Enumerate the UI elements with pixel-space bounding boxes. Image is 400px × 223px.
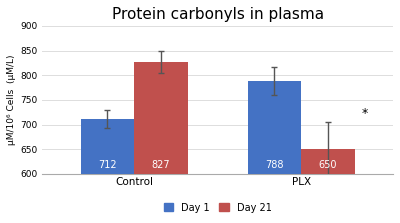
Title: Protein carbonyls in plasma: Protein carbonyls in plasma [112, 7, 324, 22]
Text: 650: 650 [319, 160, 337, 170]
Text: 827: 827 [152, 160, 170, 170]
Text: 712: 712 [98, 160, 117, 170]
Legend: Day 1, Day 21: Day 1, Day 21 [160, 199, 276, 217]
Bar [81, 119, 134, 174]
Bar [248, 81, 301, 174]
Y-axis label: μM/10⁶ Cells  (μM/L): μM/10⁶ Cells (μM/L) [7, 55, 16, 145]
Bar [301, 149, 355, 174]
Bar [134, 62, 188, 174]
Text: 788: 788 [265, 160, 284, 170]
Text: *: * [361, 107, 368, 120]
